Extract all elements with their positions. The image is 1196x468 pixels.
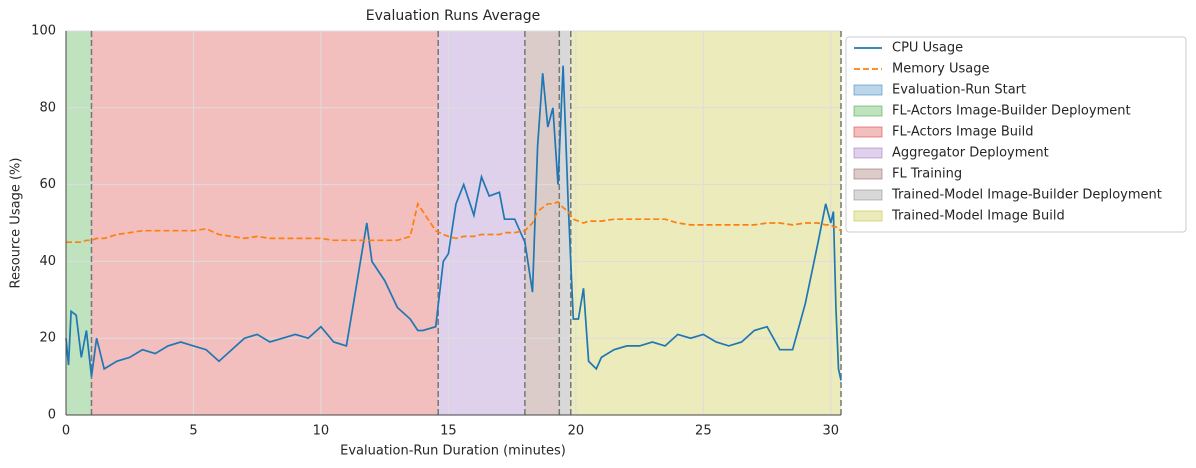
x-tick-label: 30 [823,424,840,439]
legend-label: FL Training [892,167,962,182]
y-tick-label: 40 [39,254,56,269]
y-axis-label: Resource Usage (%) [9,158,24,289]
legend-swatch [853,210,883,222]
phase-span [91,31,439,415]
phase-span [438,31,525,415]
legend-swatch [853,147,883,159]
y-tick-label: 80 [39,100,56,115]
x-tick-label: 20 [568,424,585,439]
legend-label: FL-Actors Image-Builder Deployment [892,104,1131,119]
legend-swatch [853,168,883,180]
x-tick-label: 15 [440,424,457,439]
legend-label: Memory Usage [892,62,990,77]
x-axis-label: Evaluation-Run Duration (minutes) [340,444,566,459]
y-tick-label: 100 [31,24,56,39]
x-tick-label: 0 [62,424,70,439]
legend-swatch [853,126,883,138]
x-tick-label: 5 [189,424,197,439]
chart-title: Evaluation Runs Average [366,8,540,24]
legend-label: Trained-Model Image Build [891,209,1065,224]
y-tick-label: 20 [39,331,56,346]
legend-label: Aggregator Deployment [892,146,1049,161]
phase-span [559,31,571,415]
y-tick-label: 60 [39,177,56,192]
series-line [66,200,842,244]
x-tick-label: 25 [695,424,712,439]
series-line [65,65,842,381]
legend-swatch [853,189,883,201]
legend-swatch [853,105,883,117]
legend-label: Trained-Model Image-Builder Deployment [891,188,1162,203]
legend-box [845,36,1187,233]
legend-swatch [853,84,883,96]
legend-label: FL-Actors Image Build [892,125,1034,140]
phase-span [570,31,841,415]
y-tick-label: 0 [48,408,56,423]
phase-span [66,31,92,415]
legend-label: Evaluation-Run Start [892,83,1026,98]
x-tick-label: 10 [313,424,330,439]
phase-span [524,31,560,415]
legend-label: CPU Usage [892,41,963,56]
